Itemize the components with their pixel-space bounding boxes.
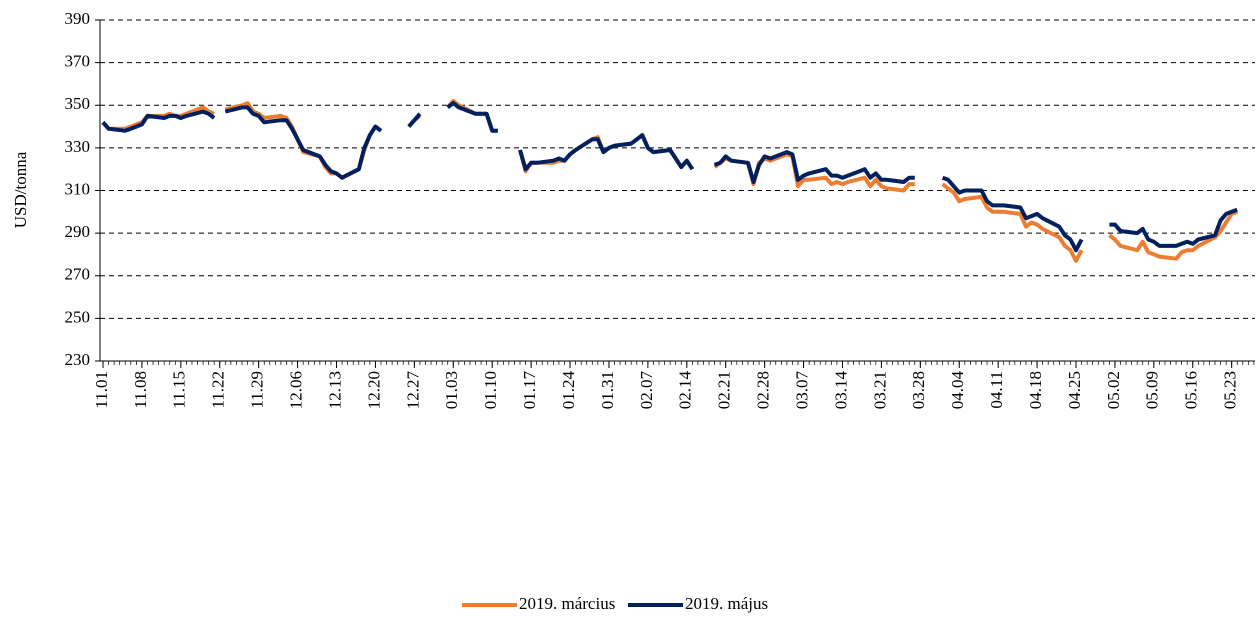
x-tick-label: 12.20 bbox=[364, 371, 383, 409]
x-tick-label: 05.02 bbox=[1104, 371, 1123, 409]
x-tick-label: 04.11 bbox=[987, 371, 1006, 409]
x-tick-label: 01.17 bbox=[520, 371, 539, 410]
x-tick-label: 12.27 bbox=[403, 371, 422, 410]
x-tick-label: 04.04 bbox=[948, 371, 967, 410]
x-tick-label: 11.15 bbox=[170, 371, 189, 409]
x-tick-label: 03.14 bbox=[831, 371, 850, 410]
x-tick-label: 05.23 bbox=[1221, 371, 1240, 409]
x-tick-label: 03.21 bbox=[870, 371, 889, 409]
y-tick-label: 370 bbox=[65, 52, 91, 71]
x-tick-label: 12.06 bbox=[287, 371, 306, 409]
x-tick-label: 03.28 bbox=[909, 371, 928, 409]
x-tick-label: 02.14 bbox=[676, 371, 695, 410]
x-tick-label: 11.08 bbox=[131, 371, 150, 409]
legend-label: 2019. május bbox=[685, 594, 768, 613]
y-tick-label: 350 bbox=[65, 94, 91, 113]
y-tick-label: 310 bbox=[65, 179, 91, 198]
x-tick-label: 01.03 bbox=[442, 371, 461, 409]
x-tick-label: 04.18 bbox=[1026, 371, 1045, 409]
x-tick-label: 11.29 bbox=[248, 371, 267, 409]
x-tick-label: 05.09 bbox=[1143, 371, 1162, 409]
x-tick-label: 12.13 bbox=[325, 371, 344, 409]
x-tick-label: 02.28 bbox=[754, 371, 773, 409]
data-line bbox=[101, 101, 1238, 253]
y-tick-label: 270 bbox=[65, 265, 91, 284]
x-tick-label: 04.25 bbox=[1065, 371, 1084, 409]
x-tick-label: 01.24 bbox=[559, 371, 578, 410]
x-tick-label: 03.07 bbox=[792, 371, 811, 410]
x-tick-label: 01.10 bbox=[481, 371, 500, 409]
x-tick-label: 01.31 bbox=[598, 371, 617, 409]
y-tick-label: 330 bbox=[65, 137, 91, 156]
legend-label: 2019. március bbox=[519, 594, 615, 613]
y-tick-label: 390 bbox=[65, 9, 91, 28]
y-tick-label: 230 bbox=[65, 350, 91, 369]
x-tick-label: 11.22 bbox=[209, 371, 228, 409]
x-tick-label: 05.16 bbox=[1182, 371, 1201, 409]
y-axis-label: USD/tonna bbox=[11, 151, 30, 228]
x-tick-label: 02.07 bbox=[637, 371, 656, 410]
y-tick-label: 250 bbox=[65, 307, 91, 326]
x-tick-label: 11.01 bbox=[92, 371, 111, 409]
y-tick-label: 290 bbox=[65, 222, 91, 241]
x-tick-label: 02.21 bbox=[715, 371, 734, 409]
